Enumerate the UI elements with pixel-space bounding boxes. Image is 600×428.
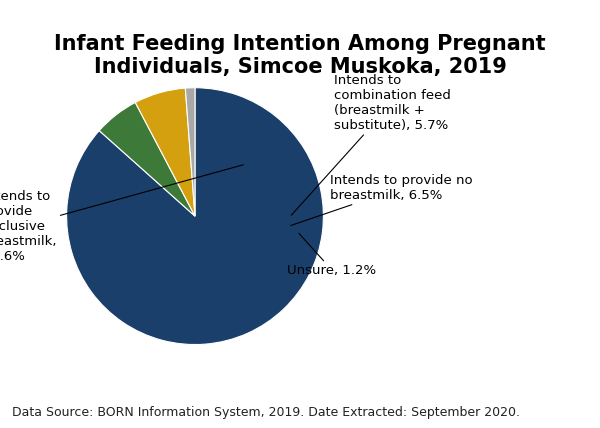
Text: Intends to
combination feed
(breastmilk +
substitute), 5.7%: Intends to combination feed (breastmilk … xyxy=(291,74,451,215)
Text: Intends to provide no
breastmilk, 6.5%: Intends to provide no breastmilk, 6.5% xyxy=(291,174,472,226)
Text: Data Source: BORN Information System, 2019. Date Extracted: September 2020.: Data Source: BORN Information System, 20… xyxy=(12,407,520,419)
Wedge shape xyxy=(185,88,195,216)
Wedge shape xyxy=(99,102,195,216)
Text: Infant Feeding Intention Among Pregnant
Individuals, Simcoe Muskoka, 2019: Infant Feeding Intention Among Pregnant … xyxy=(54,34,546,77)
Text: Unsure, 1.2%: Unsure, 1.2% xyxy=(287,233,377,276)
Wedge shape xyxy=(67,88,323,345)
Wedge shape xyxy=(135,88,195,216)
Text: Intends to
provide
exclusive
breastmilk,
86.6%: Intends to provide exclusive breastmilk,… xyxy=(0,165,244,263)
